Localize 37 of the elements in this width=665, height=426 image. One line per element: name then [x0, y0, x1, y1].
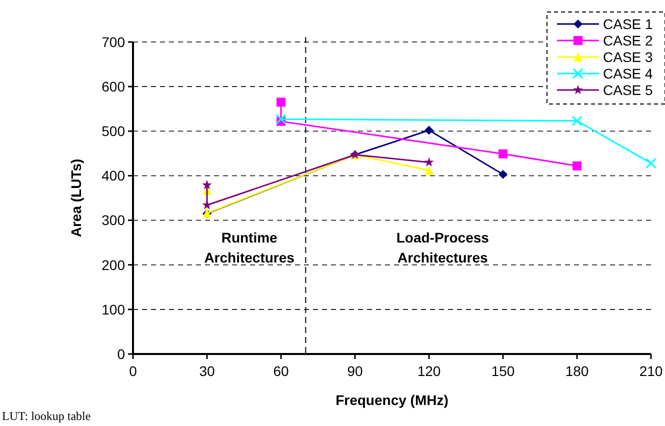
point: [424, 157, 434, 167]
y-tick-label: 0: [117, 346, 126, 362]
y-tick-label: 200: [102, 256, 126, 273]
legend-label: CASE 5: [603, 82, 654, 98]
x-tick-label: 210: [639, 363, 663, 379]
point: [498, 170, 508, 179]
point: [646, 158, 656, 169]
y-axis-title: Area (LUTs): [68, 158, 84, 238]
legend-label: CASE 1: [603, 16, 654, 32]
annotation: Load-Process Architectures: [396, 230, 490, 266]
point: [498, 149, 508, 158]
point: [572, 116, 582, 126]
x-tick-label: 150: [491, 363, 515, 379]
point: [276, 98, 286, 107]
x-tick-label: 30: [199, 363, 215, 379]
y-tick-label: 600: [102, 78, 126, 94]
point: [276, 114, 286, 124]
point: [424, 166, 434, 175]
x-tick-label: 90: [347, 363, 363, 379]
annotation: Runtime Architectures: [204, 230, 295, 266]
y-tick-label: 300: [102, 212, 126, 228]
legend-label: CASE 4: [603, 65, 654, 82]
y-tick-label: 100: [102, 301, 126, 318]
x-tick-label: 120: [417, 363, 441, 379]
text: LUT: lookup table: [2, 409, 91, 423]
x-tick-label: 60: [273, 363, 289, 379]
point: [572, 161, 582, 170]
y-tick-label: 500: [102, 123, 126, 140]
x-tick-label: 0: [129, 363, 138, 379]
legend-label: CASE 3: [603, 48, 654, 65]
y-tick-label: 700: [102, 34, 126, 50]
x-axis-title: Frequency (MHz): [336, 392, 448, 408]
y-tick-label: 400: [102, 168, 126, 184]
legend-label: CASE 2: [603, 32, 654, 48]
point: [202, 180, 212, 190]
point: [424, 126, 434, 135]
x-tick-label: 180: [565, 363, 589, 379]
